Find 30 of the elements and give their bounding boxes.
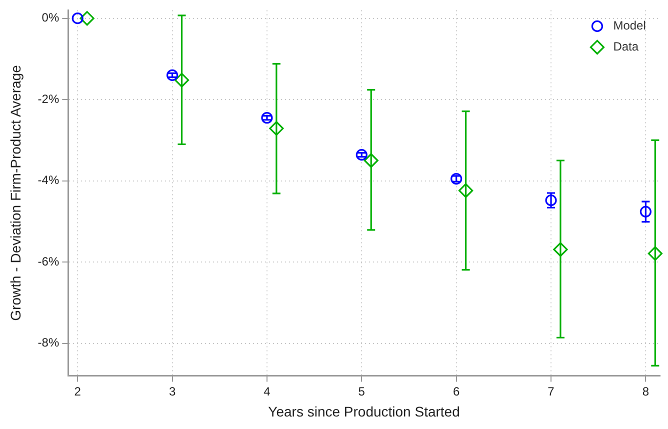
y-axis-title: Growth - Deviation Firm-Product Average [7,64,24,321]
legend-label: Model [613,18,646,33]
y-tick-label: -6% [38,254,60,268]
x-tick-label: 6 [452,384,460,398]
point [640,206,652,218]
point [648,246,662,261]
y-tick-label: -8% [38,336,60,350]
x-tick-label: 8 [642,384,650,398]
point [174,72,190,88]
y-tick-label: -4% [38,173,60,188]
x-tick-label: 5 [358,384,366,398]
x-axis-title: Years since Production Started [268,403,460,420]
x-tick-label: 4 [264,384,271,398]
point [364,153,378,168]
point [269,121,284,136]
point [545,194,557,206]
point [72,12,84,24]
point [356,149,368,161]
x-tick-label: 3 [168,384,176,398]
point [553,242,568,257]
legend-label: Data [613,40,639,54]
y-tick-label: 0% [42,10,60,25]
point [458,183,474,198]
y-tick-label: -2% [38,92,60,106]
point [166,69,178,81]
point [450,172,462,185]
x-tick-label: 2 [74,384,82,398]
point [261,112,273,124]
point [80,11,94,26]
x-tick-label: 7 [548,384,555,398]
